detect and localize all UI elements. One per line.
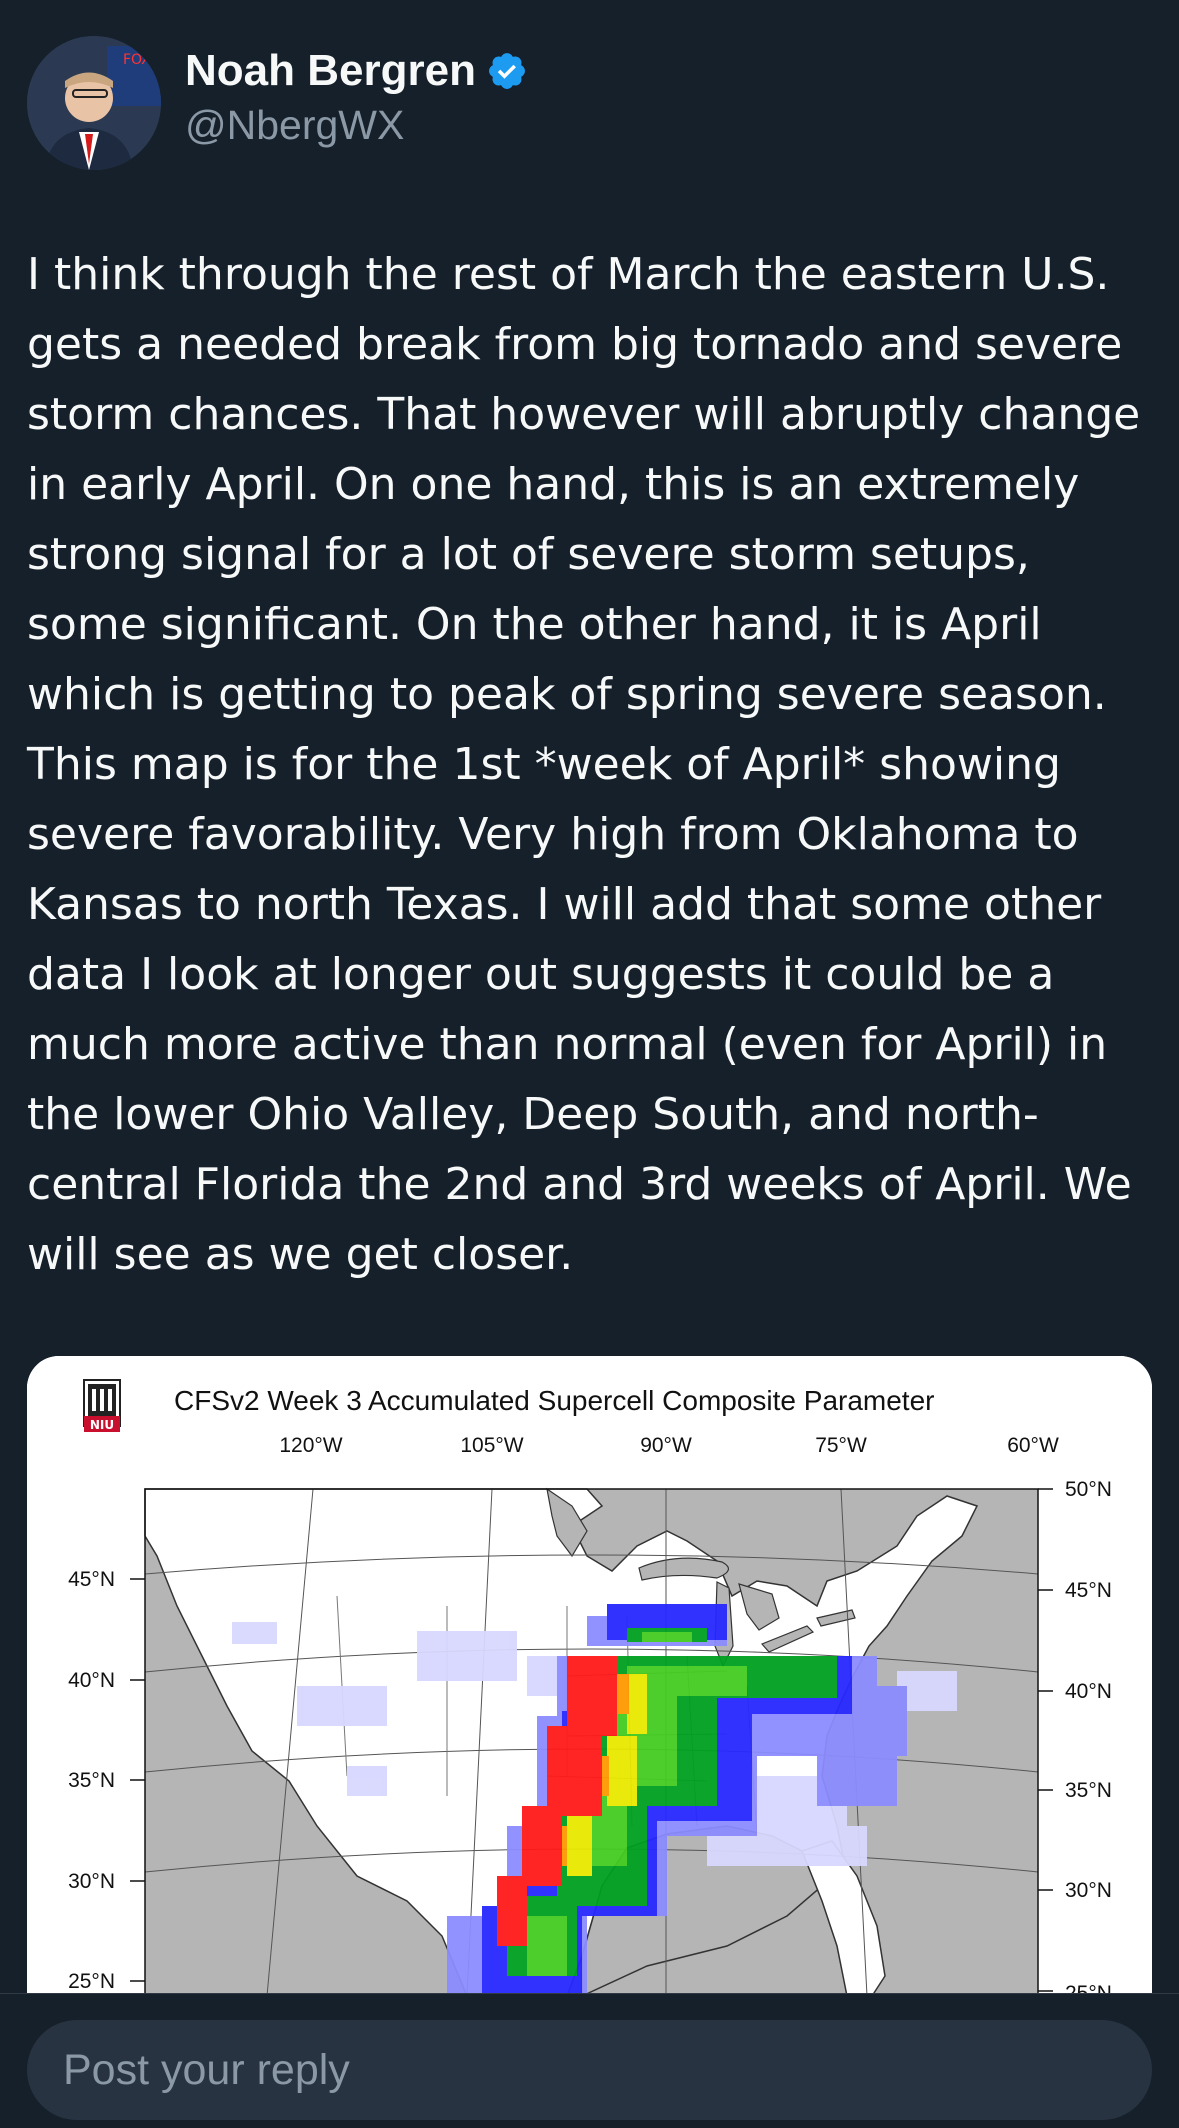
map-lake-ontario <box>816 1609 856 1627</box>
lat-label-right: 30°N <box>1065 1879 1112 1902</box>
lon-label: 120°W <box>279 1434 342 1457</box>
lat-label-right: 35°N <box>1065 1779 1112 1802</box>
avatar-badge-text: FOX 35 NEWS <box>123 52 161 68</box>
tweet-media-map[interactable]: NIU CFSv2 Week 3 Accumulated Supercell C… <box>27 1356 1152 1996</box>
verified-badge-icon <box>489 53 525 89</box>
lat-label-left: 45°N <box>68 1568 115 1591</box>
lat-label-left: 30°N <box>68 1870 115 1893</box>
lat-label-right: 25°N <box>1065 1982 1112 1996</box>
handle[interactable]: @NbergWX <box>185 102 405 148</box>
lon-label: 60°W <box>1007 1434 1059 1457</box>
map-hudson-bay <box>546 1487 588 1558</box>
lat-label-left: 35°N <box>68 1769 115 1792</box>
avatar[interactable]: FOX 35 NEWS <box>27 36 161 170</box>
lat-label-right: 50°N <box>1065 1478 1112 1501</box>
lat-label-left: 40°N <box>68 1669 115 1692</box>
lat-label-right: 40°N <box>1065 1680 1112 1703</box>
map-lake-erie <box>760 1625 815 1653</box>
lon-label: 105°W <box>460 1434 523 1457</box>
lon-label: 75°W <box>815 1434 867 1457</box>
lon-label: 90°W <box>640 1434 692 1457</box>
logo-text: NIU <box>90 1418 114 1432</box>
lat-label-left: 25°N <box>68 1970 115 1993</box>
reply-input[interactable]: Post your reply <box>27 2020 1152 2120</box>
tweet-text: I think through the rest of March the ea… <box>27 249 1141 1280</box>
display-name[interactable]: Noah Bergren <box>185 46 476 95</box>
reply-bar: Post your reply <box>0 1993 1179 2128</box>
niu-logo-icon: NIU <box>83 1379 121 1432</box>
reply-placeholder: Post your reply <box>63 2045 350 2094</box>
severe-map: NIU CFSv2 Week 3 Accumulated Supercell C… <box>27 1356 1152 1996</box>
map-frame <box>144 1488 1039 1996</box>
map-lake-huron <box>738 1583 780 1631</box>
lat-label-right: 45°N <box>1065 1579 1112 1602</box>
map-title: CFSv2 Week 3 Accumulated Supercell Compo… <box>174 1385 934 1416</box>
tweet-header: FOX 35 NEWS Noah Bergren @NbergWX <box>27 36 1147 170</box>
map-lake-superior <box>638 1557 729 1581</box>
severe-shading <box>232 1604 957 1996</box>
